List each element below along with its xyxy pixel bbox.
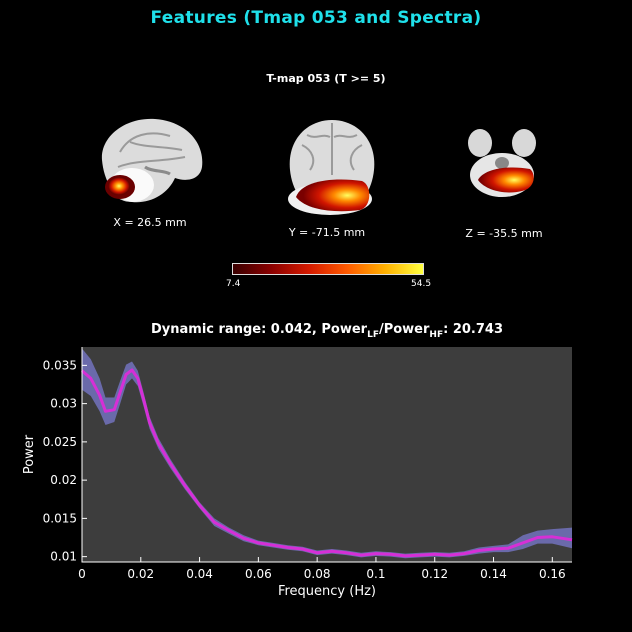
spectrum-title-sub-hf: HF xyxy=(429,330,444,340)
y-tick-label: 0.035 xyxy=(43,358,77,372)
coronal-slice-image xyxy=(288,120,375,215)
axial-slice-image xyxy=(468,129,536,197)
x-tick-label: 0.14 xyxy=(480,567,507,581)
power-spectrum-line xyxy=(81,368,573,558)
x-tick-label: 0.06 xyxy=(245,567,272,581)
colorbar-max-label: 54.5 xyxy=(411,279,432,289)
y-tick-label: 0.015 xyxy=(43,511,77,525)
plot-background xyxy=(82,347,572,562)
x-tick-label: 0 xyxy=(78,567,86,581)
spectrum-title-prefix: Dynamic range: 0.042, Power xyxy=(150,322,368,337)
spectrum-title-slash: /Power xyxy=(378,322,430,337)
page-title: Features (Tmap 053 and Spectra) xyxy=(150,8,482,28)
y-tick-label: 0.01 xyxy=(50,550,77,564)
x-tick-label: 0.02 xyxy=(127,567,154,581)
colorbar-min-label: 7.4 xyxy=(226,279,241,289)
y-tick-label: 0.02 xyxy=(50,473,77,487)
spectrum-title-sub-lf: LF xyxy=(367,330,379,340)
sagittal-slice-image xyxy=(101,118,203,203)
x-axis-label: Frequency (Hz) xyxy=(278,584,376,599)
tmap-title: T-map 053 (T >= 5) xyxy=(266,72,386,85)
spectrum-title-suffix: : 20.743 xyxy=(443,322,503,337)
axial-coordinate-label: Z = -35.5 mm xyxy=(465,227,543,240)
x-tick-label: 0.16 xyxy=(539,567,566,581)
sagittal-coordinate-label: X = 26.5 mm xyxy=(113,216,187,229)
y-tick-label: 0.03 xyxy=(50,397,77,411)
x-tick-label: 0.08 xyxy=(304,567,331,581)
x-tick-label: 0.12 xyxy=(421,567,448,581)
spectrum-chart: 0 0.02 0.04 0.06 0.08 0.1 0.12 0.14 0.16 0.01 0.01… xyxy=(22,347,573,599)
x-tick-label: 0.1 xyxy=(366,567,385,581)
colorbar xyxy=(232,263,424,275)
x-tick-label: 0.04 xyxy=(186,567,213,581)
axes-lines xyxy=(81,347,572,563)
coronal-coordinate-label: Y = -71.5 mm xyxy=(288,226,366,239)
y-axis-label: Power xyxy=(22,434,37,474)
y-tick-label: 0.025 xyxy=(43,435,77,449)
spectrum-title: Dynamic range: 0.042, PowerLF/PowerHF: 2… xyxy=(82,322,572,340)
